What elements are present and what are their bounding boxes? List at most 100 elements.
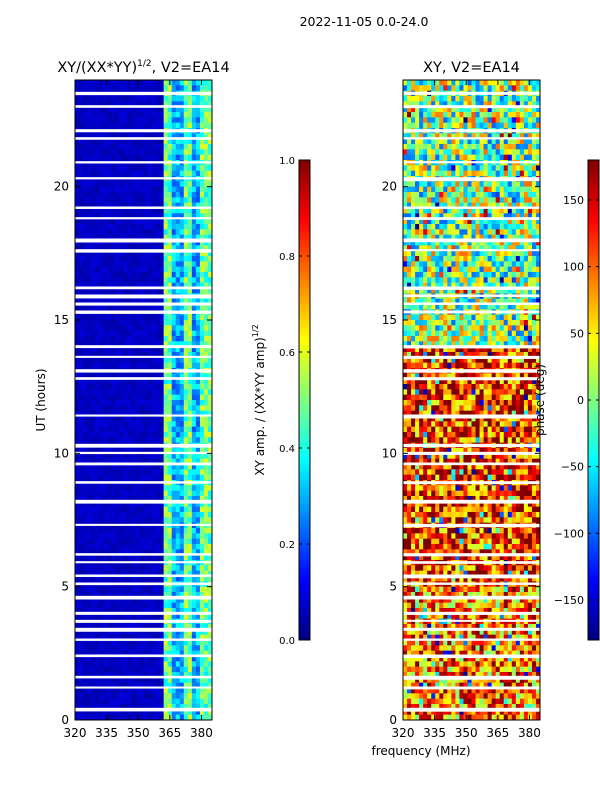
heatmap-cell	[83, 117, 88, 124]
heatmap-cell	[135, 645, 141, 652]
heatmap-cell	[79, 234, 84, 241]
heatmap-cell	[207, 298, 212, 305]
heatmap-cell	[191, 357, 197, 364]
heatmap-cell	[99, 682, 104, 689]
heatmap-cell	[199, 464, 205, 470]
heatmap-cell	[107, 554, 112, 561]
heatmap-cell	[171, 448, 177, 454]
heatmap-cell	[135, 693, 141, 700]
heatmap-cell	[139, 314, 145, 321]
heatmap-cell	[191, 181, 197, 188]
heatmap-cell	[87, 389, 92, 396]
heatmap-cell	[199, 485, 205, 492]
heatmap-cell	[139, 133, 145, 140]
heatmap-cell	[127, 426, 133, 433]
heatmap-cell	[207, 165, 212, 172]
heatmap-cell	[99, 506, 104, 513]
heatmap-cell	[199, 613, 205, 620]
heatmap-cell	[203, 165, 209, 172]
heatmap-cell	[123, 469, 128, 476]
heatmap-cell	[107, 336, 112, 342]
heatmap-cell	[91, 357, 96, 364]
heatmap-cell	[123, 565, 128, 572]
heatmap-cell	[195, 272, 201, 278]
heatmap-cell	[103, 656, 108, 662]
heatmap-cell	[203, 688, 209, 694]
heatmap-cell	[159, 149, 165, 156]
heatmap-cell	[459, 122, 465, 129]
heatmap-cell	[111, 698, 116, 705]
heatmap-cell	[75, 341, 80, 348]
heatmap-cell	[143, 288, 149, 294]
heatmap-cell	[495, 154, 501, 161]
heatmap-cell	[491, 186, 497, 193]
heatmap-cell	[199, 197, 205, 204]
heatmap-cell	[95, 698, 100, 705]
heatmap-cell	[83, 634, 88, 641]
heatmap-cell	[99, 485, 104, 492]
heatmap-cell	[135, 240, 141, 246]
heatmap-cell	[175, 352, 181, 358]
heatmap-cell	[191, 458, 197, 465]
heatmap-cell	[195, 682, 201, 689]
heatmap-cell	[103, 96, 108, 102]
heatmap-cell	[115, 592, 120, 598]
heatmap-cell	[75, 426, 80, 433]
heatmap-cell	[179, 549, 185, 556]
heatmap-cell	[115, 234, 120, 241]
heatmap-cell	[171, 554, 177, 561]
heatmap-cell	[111, 485, 116, 492]
heatmap-cell	[123, 186, 128, 193]
heatmap-cell	[203, 266, 209, 273]
heatmap-cell	[191, 693, 197, 700]
heatmap-cell	[147, 218, 153, 225]
heatmap-cell	[87, 154, 92, 161]
heatmap-cell	[187, 650, 193, 657]
heatmap-cell	[155, 533, 161, 540]
heatmap-cell	[171, 154, 177, 161]
heatmap-cell	[127, 224, 133, 230]
heatmap-cell	[207, 245, 212, 252]
heatmap-cell	[179, 602, 185, 609]
heatmap-cell	[179, 266, 185, 273]
heatmap-cell	[111, 613, 116, 620]
heatmap-cell	[119, 410, 124, 417]
heatmap-cell	[179, 378, 185, 385]
heatmap-cell	[195, 544, 201, 550]
heatmap-cell	[191, 330, 197, 337]
heatmap-cell	[179, 149, 185, 156]
heatmap-cell	[135, 224, 141, 230]
heatmap-cell	[123, 80, 128, 86]
heatmap-cell	[151, 410, 157, 417]
heatmap-cell	[467, 165, 473, 172]
heatmap-cell	[79, 133, 84, 140]
heatmap-cell	[155, 421, 161, 428]
heatmap-cell	[91, 458, 96, 465]
heatmap-cell	[95, 277, 100, 284]
heatmap-cell	[75, 192, 80, 198]
heatmap-cell	[191, 656, 197, 662]
heatmap-cell	[115, 544, 120, 550]
heatmap-cell	[95, 672, 100, 678]
heatmap-cell	[199, 714, 205, 720]
heatmap-cell	[79, 192, 84, 198]
heatmap-cell	[127, 570, 133, 577]
heatmap-cell	[103, 693, 108, 700]
heatmap-cell	[135, 192, 141, 198]
heatmap-cell	[207, 117, 212, 124]
heatmap-cell	[187, 138, 193, 145]
heatmap-cell	[115, 112, 120, 118]
heatmap-cell	[103, 458, 108, 465]
heatmap-cell	[503, 96, 509, 102]
heatmap-cell	[183, 426, 189, 433]
heatmap-cell	[103, 325, 108, 332]
heatmap-cell	[91, 106, 96, 113]
heatmap-cell	[143, 570, 149, 577]
heatmap-cell	[163, 432, 169, 438]
heatmap-cell	[95, 165, 100, 172]
heatmap-cell	[491, 96, 497, 102]
heatmap-cell	[91, 208, 96, 214]
heatmap-cell	[107, 613, 112, 620]
heatmap-cell	[131, 576, 137, 582]
heatmap-cell	[99, 490, 104, 497]
